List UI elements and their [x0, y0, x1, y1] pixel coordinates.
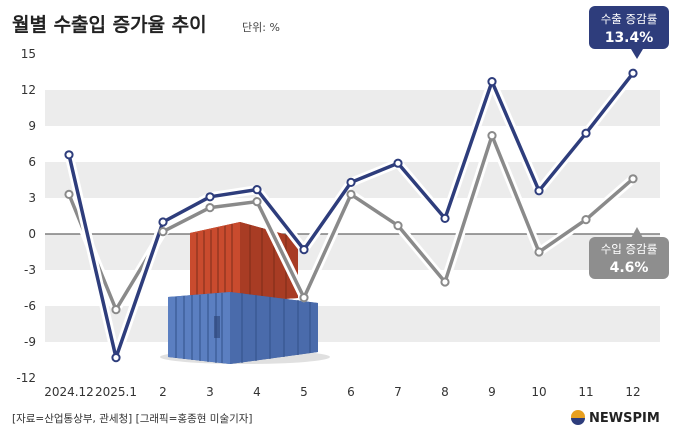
- export-series-point: [393, 158, 403, 168]
- export-callout: 수출 증감률 13.4%: [589, 6, 669, 59]
- export-series-point: [158, 217, 168, 227]
- grid-band: [45, 306, 660, 342]
- x-axis-tick-labels: 2024.12 2025.1 2 3 4 5 6 7 8 9 10 11 12: [44, 385, 640, 399]
- export-callout-label: 수출 증감률: [601, 12, 658, 26]
- export-series-point: [252, 185, 262, 195]
- import-callout-label: 수입 증감률: [601, 242, 658, 256]
- y-tick-label: 9: [28, 119, 36, 133]
- export-series-point: [534, 186, 544, 196]
- series-points: [64, 68, 638, 363]
- export-series-point: [628, 68, 638, 78]
- export-series-point: [440, 213, 450, 223]
- source-credit: [자료=산업통상부, 관세청] [그래픽=홍종현 미술기자]: [12, 412, 253, 425]
- import-callout-box: [589, 237, 669, 279]
- import-series-point: [440, 277, 450, 287]
- x-tick-label: 3: [206, 385, 214, 399]
- import-series-point: [111, 305, 121, 315]
- y-tick-label: 3: [28, 191, 36, 205]
- import-callout-value: 4.6%: [610, 260, 649, 276]
- import-series-point: [205, 203, 215, 213]
- y-tick-label: -12: [16, 371, 36, 385]
- export-series-point: [64, 150, 74, 160]
- export-callout-box: [589, 6, 669, 49]
- import-series-point: [534, 247, 544, 257]
- export-callout-value: 13.4%: [605, 30, 654, 46]
- y-axis-tick-labels: 15 12 9 6 3 0 -3 -6 -9 -12: [16, 47, 36, 385]
- unit-label: 단위: %: [242, 21, 280, 34]
- x-tick-label: 12: [625, 385, 640, 399]
- import-series-outline: [64, 131, 638, 315]
- export-series-point: [111, 353, 121, 363]
- chart-title: 월별 수출입 증가율 추이: [12, 14, 207, 36]
- x-tick-label: 5: [300, 385, 308, 399]
- logo-text: NEWSPIM: [589, 411, 660, 426]
- import-series-point: [64, 189, 74, 199]
- y-tick-label: -3: [24, 263, 36, 277]
- y-tick-label: 12: [21, 83, 36, 97]
- x-tick-label: 2025.1: [95, 385, 137, 399]
- y-tick-label: 15: [21, 47, 36, 61]
- import-series-line: [67, 133, 635, 312]
- x-tick-label: 6: [347, 385, 355, 399]
- grid-band: [45, 90, 660, 126]
- x-tick-label: 11: [578, 385, 593, 399]
- export-callout-pointer: [631, 49, 643, 59]
- export-series-point: [205, 192, 215, 202]
- import-series-point: [487, 131, 497, 141]
- x-tick-label: 4: [253, 385, 261, 399]
- x-tick-label: 9: [488, 385, 496, 399]
- export-series-point: [581, 128, 591, 138]
- x-tick-label: 7: [394, 385, 402, 399]
- import-series-point: [628, 174, 638, 184]
- import-callout: 수입 증감률 4.6%: [589, 227, 669, 279]
- import-series-point: [252, 197, 262, 207]
- export-series-point: [346, 177, 356, 187]
- y-tick-label: 6: [28, 155, 36, 169]
- export-series-point: [487, 77, 497, 87]
- import-series-point: [346, 189, 356, 199]
- x-tick-label: 2: [159, 385, 167, 399]
- y-tick-label: -9: [24, 335, 36, 349]
- import-series-point: [581, 215, 591, 225]
- x-tick-label: 2024.12: [44, 385, 94, 399]
- grid-band: [45, 234, 660, 270]
- import-series-point: [299, 293, 309, 303]
- shipping-containers-illustration: [160, 222, 330, 364]
- y-tick-label: -6: [24, 299, 36, 313]
- newspim-logo: NEWSPIM: [571, 410, 660, 426]
- import-series-point: [393, 221, 403, 231]
- import-callout-pointer: [631, 227, 643, 238]
- x-tick-label: 10: [531, 385, 546, 399]
- export-series-point: [299, 245, 309, 255]
- y-tick-label: 0: [28, 227, 36, 241]
- x-tick-label: 8: [441, 385, 449, 399]
- import-series-point: [158, 227, 168, 237]
